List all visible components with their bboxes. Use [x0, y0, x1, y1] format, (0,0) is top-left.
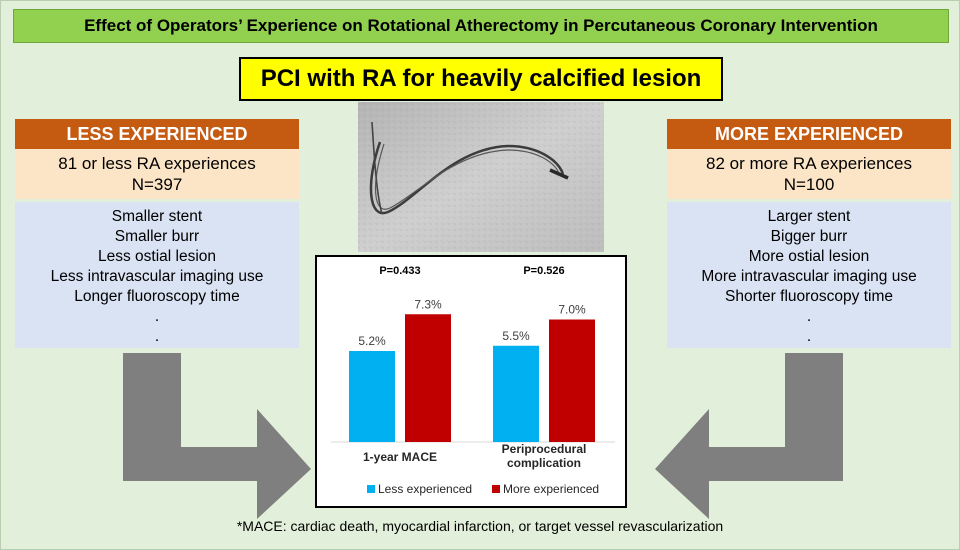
- footnote: *MACE: cardiac death, myocardial infarct…: [236, 518, 724, 534]
- less-experienced-count: 81 or less RA experiences N=397: [15, 149, 299, 199]
- category-label: Periprocedural: [502, 442, 587, 456]
- list-item: Smaller stent: [111, 208, 203, 225]
- data-label: 7.3%: [414, 297, 442, 311]
- category-label: complication: [507, 456, 581, 470]
- list-item: .: [154, 328, 160, 345]
- list-item: .: [154, 308, 160, 325]
- legend-label: More experienced: [503, 482, 599, 496]
- outcomes-chart-panel: P=0.433 5.2% 7.3% 1-year MACE P=0.526 5.5% 7.0…: [315, 255, 627, 508]
- more-experienced-panel: MORE EXPERIENCED 82 or more RA experienc…: [667, 119, 951, 348]
- list-item: Longer fluoroscopy time: [74, 288, 240, 305]
- page-title: Effect of Operators’ Experience on Rotat…: [13, 9, 949, 43]
- list-item: Less intravascular imaging use: [50, 268, 264, 285]
- left-arrow-icon: [123, 353, 311, 519]
- more-experience-n: N=100: [783, 175, 835, 194]
- category-label: 1-year MACE: [363, 450, 437, 464]
- list-item: Larger stent: [767, 208, 851, 225]
- more-experience-threshold: 82 or more RA experiences: [706, 154, 912, 173]
- list-item: .: [806, 308, 812, 325]
- outcomes-bar-chart: P=0.433 5.2% 7.3% 1-year MACE P=0.526 5.5% 7.0…: [331, 265, 615, 496]
- list-item: .: [806, 328, 812, 345]
- list-item: Bigger burr: [770, 228, 848, 245]
- more-experienced-count: 82 or more RA experiences N=100: [667, 149, 951, 199]
- list-item: More ostial lesion: [748, 248, 870, 265]
- less-experienced-header: LESS EXPERIENCED: [15, 119, 299, 149]
- legend-swatch-more: [492, 485, 500, 493]
- data-label: 5.2%: [358, 334, 386, 348]
- more-experienced-characteristics: Larger stent Bigger burr More ostial les…: [667, 202, 951, 348]
- list-item: Shorter fluoroscopy time: [725, 288, 893, 305]
- p-value-label: P=0.433: [379, 265, 420, 277]
- main-banner: PCI with RA for heavily calcified lesion: [239, 57, 723, 101]
- right-arrow-icon: [655, 353, 843, 519]
- bar-less: [493, 345, 539, 442]
- less-experienced-characteristics: Smaller stent Smaller burr Less ostial l…: [15, 202, 299, 348]
- less-experienced-panel: LESS EXPERIENCED 81 or less RA experienc…: [15, 119, 299, 348]
- bar-less: [349, 351, 395, 442]
- legend-label: Less experienced: [378, 482, 472, 496]
- less-experience-n: N=397: [131, 175, 183, 194]
- bar-more: [549, 319, 595, 442]
- more-experienced-header: MORE EXPERIENCED: [667, 119, 951, 149]
- list-item: More intravascular imaging use: [701, 268, 917, 285]
- list-item: Smaller burr: [114, 228, 200, 245]
- data-label: 7.0%: [558, 303, 586, 317]
- data-label: 5.5%: [502, 329, 530, 343]
- list-item: Less ostial lesion: [97, 248, 217, 265]
- less-experience-threshold: 81 or less RA experiences: [58, 154, 256, 173]
- bar-more: [405, 314, 451, 442]
- legend-swatch-less: [367, 485, 375, 493]
- angiography-image: [358, 102, 604, 252]
- p-value-label: P=0.526: [523, 265, 564, 277]
